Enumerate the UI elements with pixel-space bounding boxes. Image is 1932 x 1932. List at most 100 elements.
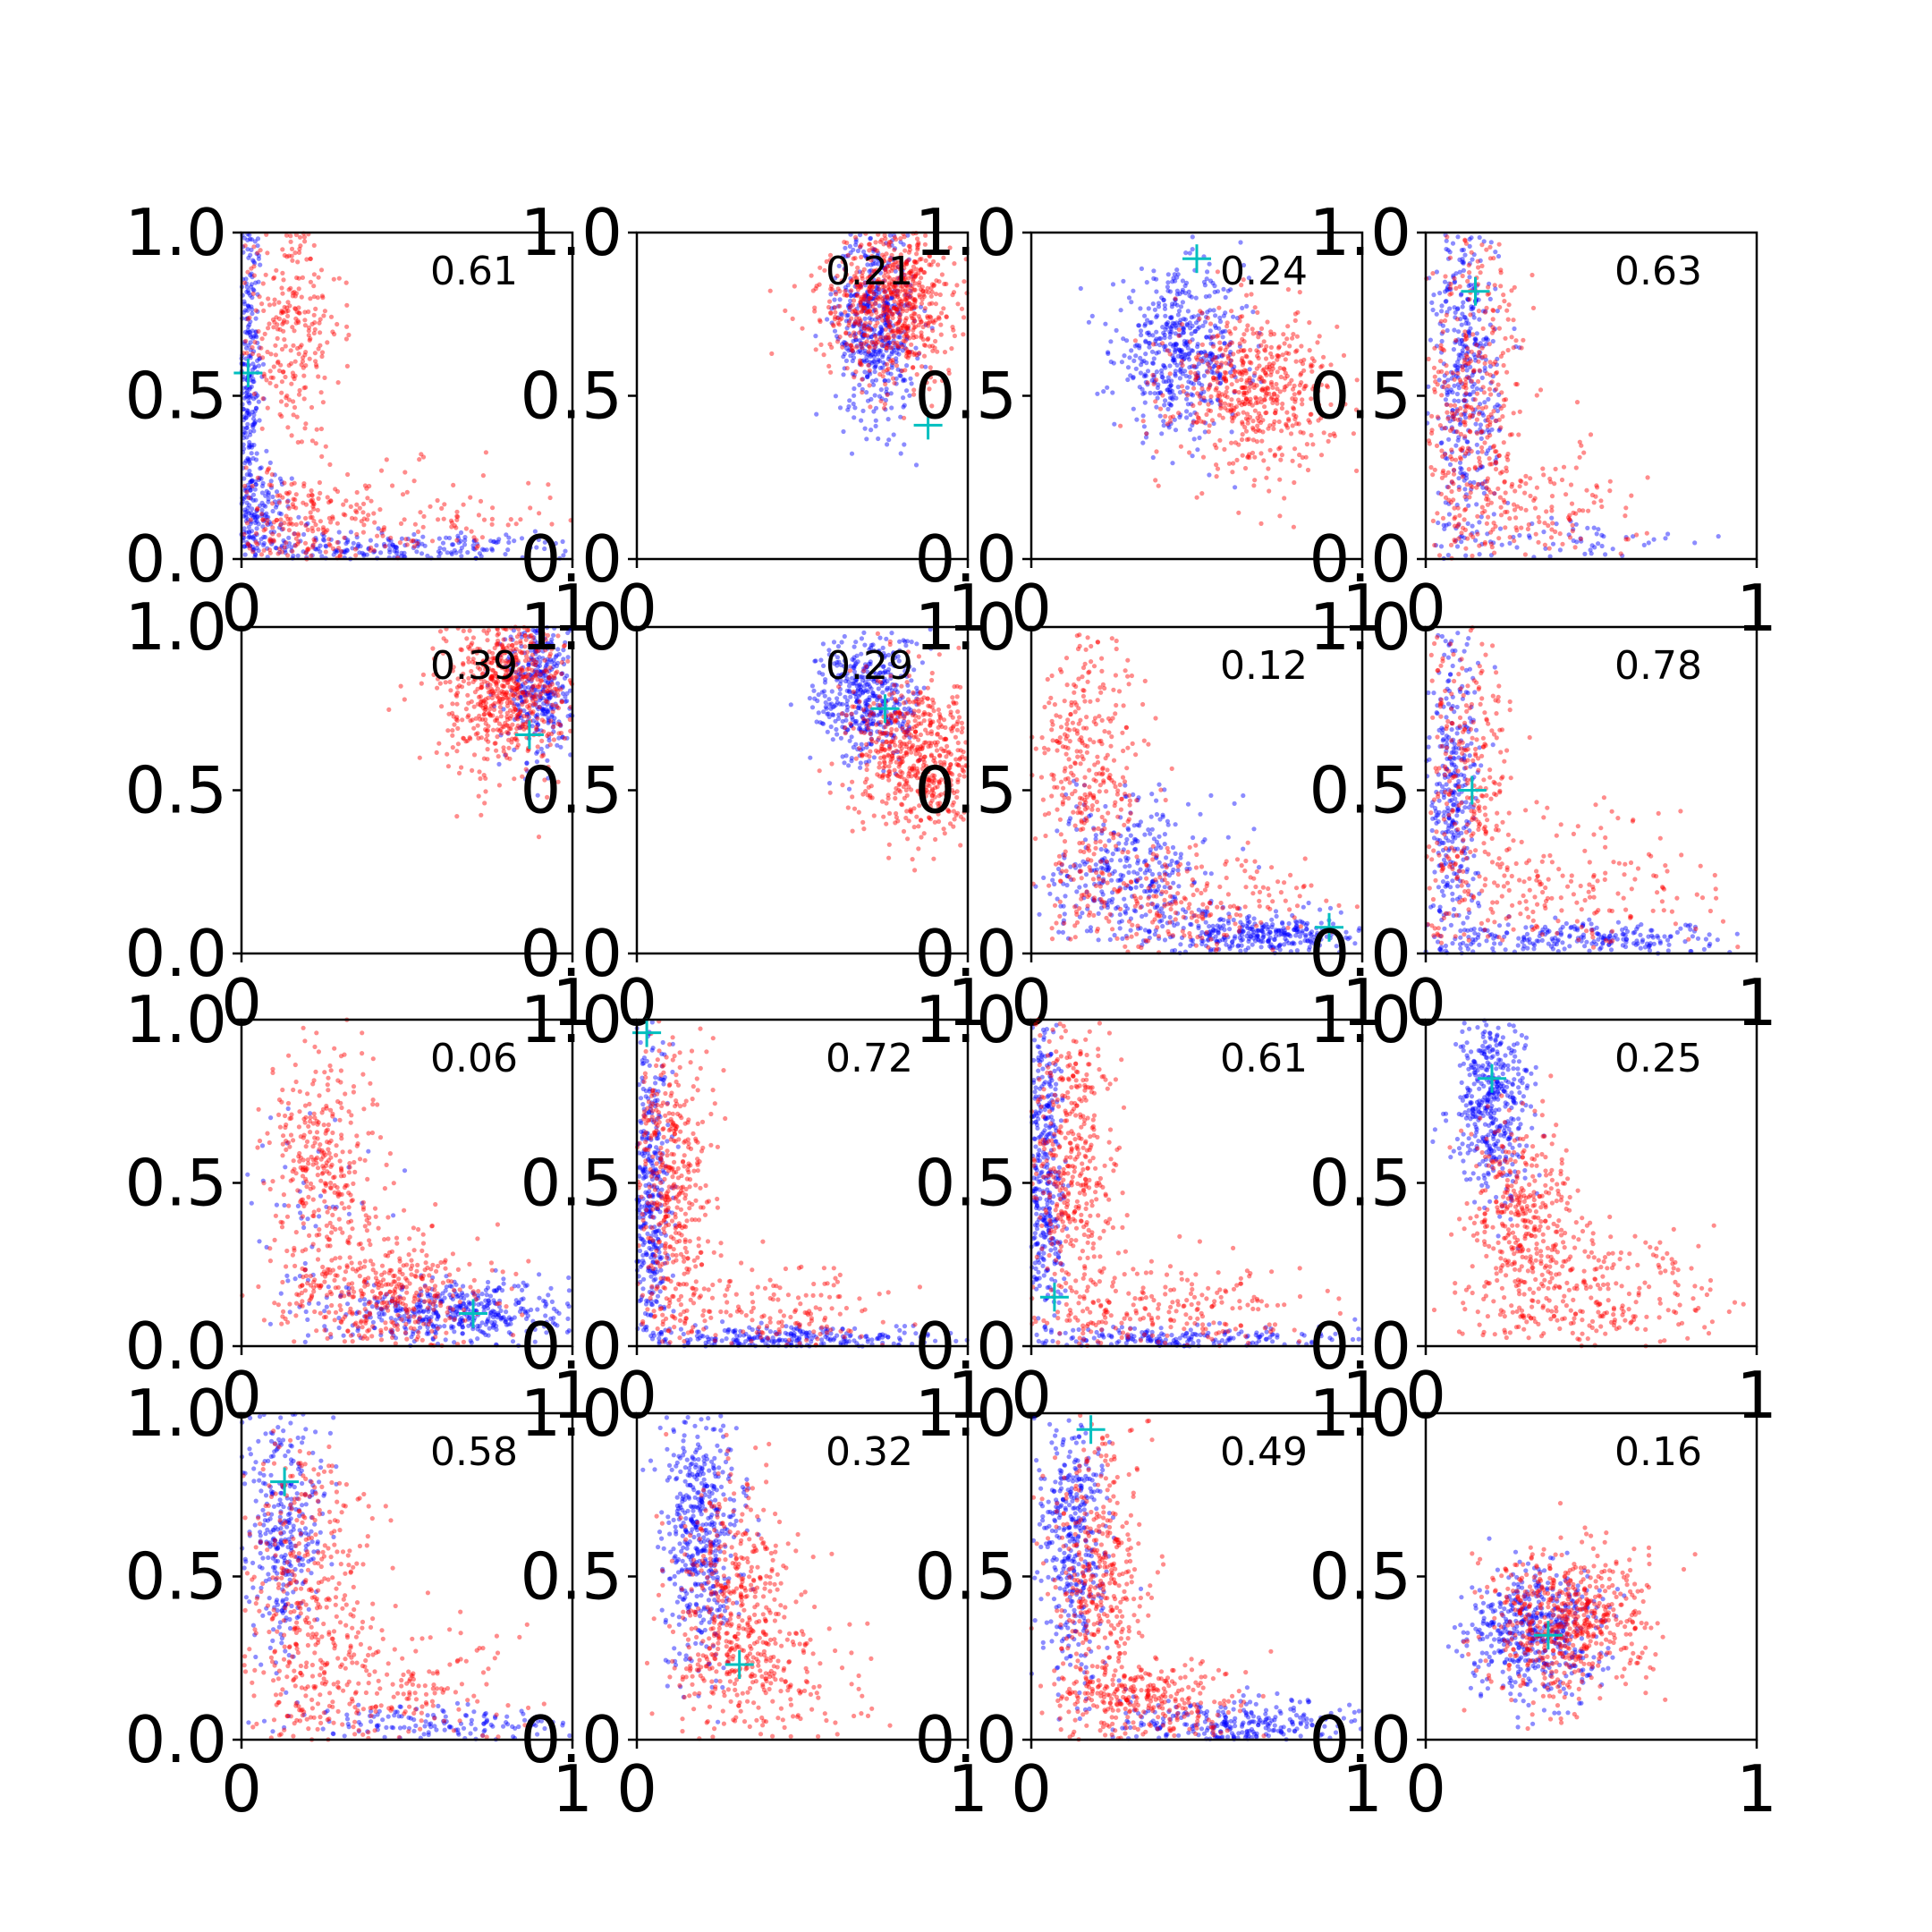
scatter-point [917, 351, 922, 356]
scatter-point [1477, 350, 1482, 355]
scatter-point [828, 369, 834, 375]
scatter-point [469, 529, 474, 534]
scatter-point [268, 352, 274, 357]
scatter-point [1214, 386, 1219, 391]
scatter-point [243, 465, 249, 470]
scatter-point [1485, 476, 1490, 481]
scatter-point [286, 505, 292, 511]
scatter-point [266, 492, 271, 498]
scatter-point [1486, 414, 1491, 419]
scatter-point [1482, 539, 1487, 546]
scatter-point [1475, 531, 1480, 537]
scatter-point [250, 335, 256, 341]
scatter-point [266, 496, 271, 502]
scatter-point [1149, 349, 1156, 354]
scatter-point [862, 369, 868, 375]
scatter-point [295, 345, 301, 352]
scatter-point [925, 285, 930, 291]
scatter-point [248, 487, 253, 493]
scatter-point [246, 495, 251, 501]
scatter-point [1199, 419, 1204, 424]
scatter-point [901, 377, 906, 382]
scatter-point [919, 301, 925, 306]
scatter-point [1240, 432, 1245, 437]
scatter-point [261, 308, 267, 313]
scatter-point [837, 297, 843, 302]
scatter-point [399, 550, 404, 556]
scatter-point [861, 326, 867, 331]
scatter-point [949, 346, 954, 352]
scatter-point [1439, 303, 1445, 309]
scatter-point [1513, 381, 1519, 387]
scatter-point [1292, 392, 1297, 397]
scatter-point [372, 520, 377, 525]
scatter-point [242, 280, 247, 285]
scatter-point [257, 418, 262, 423]
scatter-point [1467, 275, 1472, 280]
scatter-point [1173, 369, 1178, 374]
scatter-point [252, 340, 258, 345]
scatter-point [503, 552, 508, 557]
scatter-point [292, 290, 297, 295]
scatter-point [310, 545, 316, 550]
scatter-point [243, 495, 249, 500]
scatter-point [440, 540, 446, 546]
scatter-point [289, 481, 294, 487]
scatter-point [277, 411, 283, 417]
scatter-point [301, 373, 307, 378]
scatter-point [357, 505, 362, 511]
scatter-point [345, 471, 351, 478]
scatter-point [251, 391, 257, 396]
scatter-point [284, 499, 290, 504]
scatter-point [253, 482, 258, 487]
scatter-point [1224, 344, 1230, 350]
scatter-point [825, 317, 830, 322]
scatter-point [1530, 305, 1537, 310]
scatter-point [1223, 405, 1228, 411]
y-tick-label: 1.0 [520, 195, 623, 270]
scatter-point [1449, 488, 1454, 495]
scatter-point [253, 482, 258, 487]
scatter-point [346, 332, 352, 338]
scatter-point [555, 742, 560, 748]
scatter-point [866, 309, 871, 315]
scatter-point [1486, 487, 1491, 492]
scatter-point [1448, 542, 1454, 548]
series-blue-points [239, 232, 568, 562]
scatter-point [1223, 294, 1228, 301]
scatter-point [1249, 360, 1254, 366]
scatter-point [1511, 318, 1516, 323]
scatter-point [252, 364, 258, 369]
scatter-point [270, 501, 275, 506]
scatter-point [1550, 521, 1555, 526]
scatter-point [242, 530, 247, 535]
scatter-point [290, 548, 295, 554]
scatter-point [952, 333, 957, 339]
scatter-point [1168, 383, 1174, 388]
scatter-point [279, 390, 284, 395]
scatter-point [256, 399, 261, 404]
scatter-point [271, 275, 276, 281]
scatter-point [309, 493, 315, 498]
scatter-point [468, 495, 473, 500]
scatter-point [250, 478, 255, 483]
scatter-point [254, 451, 259, 456]
scatter-point [1195, 391, 1200, 396]
scatter-point [248, 487, 253, 493]
scatter-point [258, 476, 264, 481]
scatter-point [1481, 390, 1487, 395]
scatter-point [274, 489, 280, 495]
scatter-point [348, 530, 353, 535]
scatter-point [269, 483, 275, 488]
scatter-point [1483, 336, 1489, 342]
scatter-point [1588, 432, 1594, 437]
scatter-point [1432, 467, 1437, 472]
scatter-point [812, 309, 818, 314]
scatter-point [885, 315, 890, 320]
scatter-point [1181, 388, 1186, 394]
scatter-point [250, 344, 255, 351]
scatter-point [258, 345, 264, 351]
scatter-point [1214, 445, 1219, 451]
scatter-point [248, 517, 253, 522]
scatter-point [322, 309, 327, 314]
